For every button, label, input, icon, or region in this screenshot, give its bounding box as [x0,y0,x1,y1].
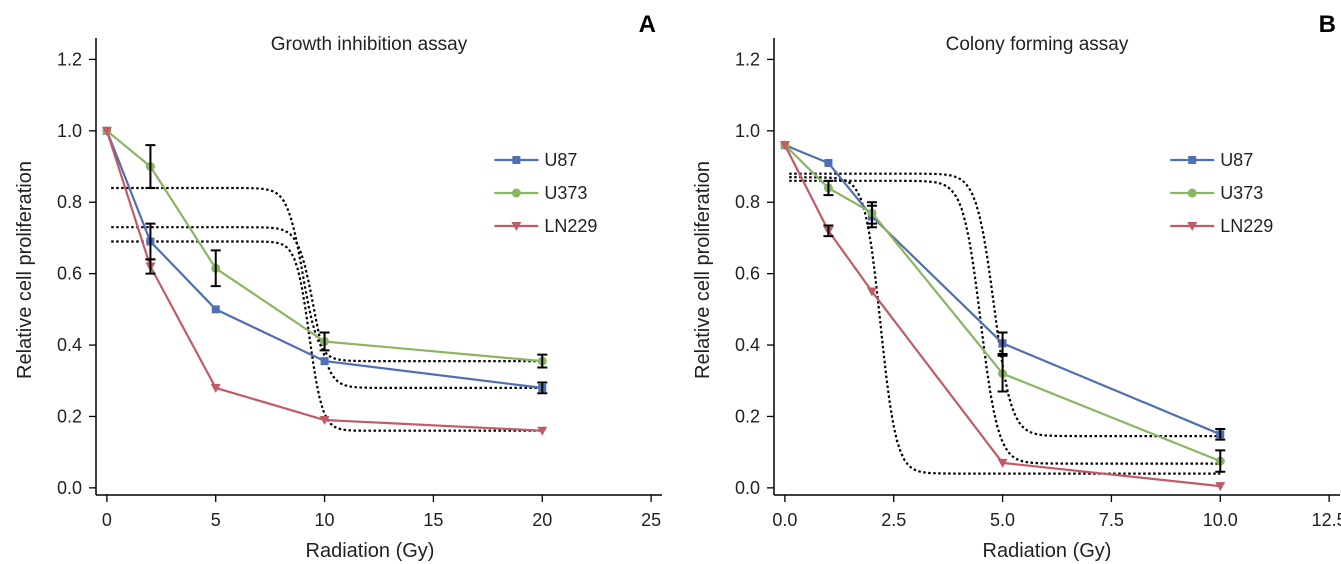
panel-a-y-axis-label: Relative cell proliferation [14,161,36,379]
panel-a-x-tick-label: 10 [315,510,335,530]
panel-a-legend-u87-label: U87 [544,150,577,170]
panel-b-x-tick-label: 0.0 [772,510,797,530]
panel-a: Growth inhibition assay A Radiation (Gy)… [14,11,662,562]
panel-a-y-tick-label: 0.8 [57,192,82,212]
panel-a-series-u373-line [106,129,543,363]
panel-b-legend-u373-label: U373 [1220,183,1263,203]
panel-b-legend-u87-marker [1188,156,1197,164]
panel-a-y-tick-label: 1.0 [57,121,82,141]
panel-b-x-tick-label: 2.5 [881,510,906,530]
panel-a-series-u373-error-bar [145,144,156,189]
panel-a-series-u87-point [211,305,220,314]
panel-b-series-u373-error-bar [997,354,1008,393]
panel-b-series-u87-error-bar [997,331,1008,355]
panel-a-series-u373-error-bar [537,353,548,369]
panel-a-fit-curve [111,186,543,363]
panel-a-legend-ln229-label: LN229 [544,216,597,236]
panel-b-y-tick-label: 0.6 [735,264,760,284]
panel-a-series-u87-error-bar [537,381,548,395]
panel-b-x-tick-label: 12.5 [1312,510,1341,530]
panel-b-series-ln229-point [997,458,1008,468]
panel-b-series-ln229-error-bar [823,224,834,238]
panel-b-series-ln229-point [866,287,877,297]
panel-a-series-ln229-point [101,126,112,136]
panel-a-series-ln229-line [105,130,543,432]
panel-a-x-tick-label: 15 [423,510,443,530]
panel-b-y-tick-label: 0.4 [735,335,760,355]
panel-b-series-u373-error-bar [823,179,834,197]
panel-b-fit-curve [789,179,1221,465]
panel-b-series-u87-point [824,158,833,167]
panel-b-x-axis-label: Radiation (Gy) [983,540,1112,562]
panel-b-legend-ln229-marker [1187,222,1198,231]
panel-b-legend-u87-label: U87 [1220,150,1253,170]
panel-a-series-u373-error-bar [319,331,330,352]
panel-a-legend-u87-marker [512,156,521,164]
panel-a-x-tick-label: 5 [211,510,221,530]
panel-b-legend-ln229-label: LN229 [1220,216,1273,236]
panel-a-series-u87-point [320,357,329,366]
panel-b-y-axis-label: Relative cell proliferation [692,161,714,379]
panel-a-y-tick-label: 0.4 [57,335,82,355]
panel-a-x-tick-label: 0 [102,510,112,530]
panel-a-title: Growth inhibition assay [271,34,468,55]
panel-b-y-tick-label: 1.2 [735,49,760,69]
panel-a-y-tick-label: 1.2 [57,49,82,69]
panel-b-series-ln229-point [779,141,790,151]
panel-b-y-tick-label: 0.0 [735,478,760,498]
panel-b-y-tick-label: 0.2 [735,406,760,426]
panel-b: Colony forming assay B Radiation (Gy) Re… [692,11,1341,562]
panel-a-legend-u373-label: U373 [544,183,587,203]
panel-a-series-ln229-point [537,426,548,436]
panel-b-x-tick-label: 7.5 [1099,510,1124,530]
panel-a-fit-curve [111,240,543,432]
panel-b-series-u373-error-bar [866,201,877,225]
panel-b-series-u373-line [784,144,1221,463]
panel-b-fit-curve [789,172,1221,438]
panel-a-legend-ln229-marker [511,222,522,231]
panel-a-x-tick-label: 25 [641,510,661,530]
panel-b-y-tick-label: 0.8 [735,192,760,212]
panel-b-series-u373-error-bar [1215,449,1226,473]
panel-b-x-tick-label: 5.0 [990,510,1015,530]
panel-a-legend-u373-marker [511,188,521,198]
panel-b-y-tick-label: 1.0 [735,121,760,141]
panel-a-series-ln229-error-bar [145,258,156,275]
panel-a-x-axis-label: Radiation (Gy) [306,540,435,562]
panel-b-letter: B [1319,11,1336,38]
panel-b-series-ln229-point [1215,482,1226,492]
panel-a-series-ln229-point [210,383,221,393]
panel-a-letter: A [639,11,656,38]
panel-a-series-u373-error-bar [210,249,221,288]
panel-b-fit-curve [789,176,1221,475]
panel-b-x-tick-label: 10.0 [1203,510,1238,530]
panel-a-y-tick-label: 0.6 [57,264,82,284]
panel-b-title: Colony forming assay [946,34,1129,55]
panel-a-y-tick-label: 0.0 [57,478,82,498]
panel-a-x-tick-label: 20 [532,510,552,530]
panel-a-series-ln229-point [319,416,330,426]
panel-a-y-tick-label: 0.2 [57,406,82,426]
panel-b-legend-u373-marker [1187,188,1197,198]
panel-b-series-u87-error-bar [1215,427,1226,441]
